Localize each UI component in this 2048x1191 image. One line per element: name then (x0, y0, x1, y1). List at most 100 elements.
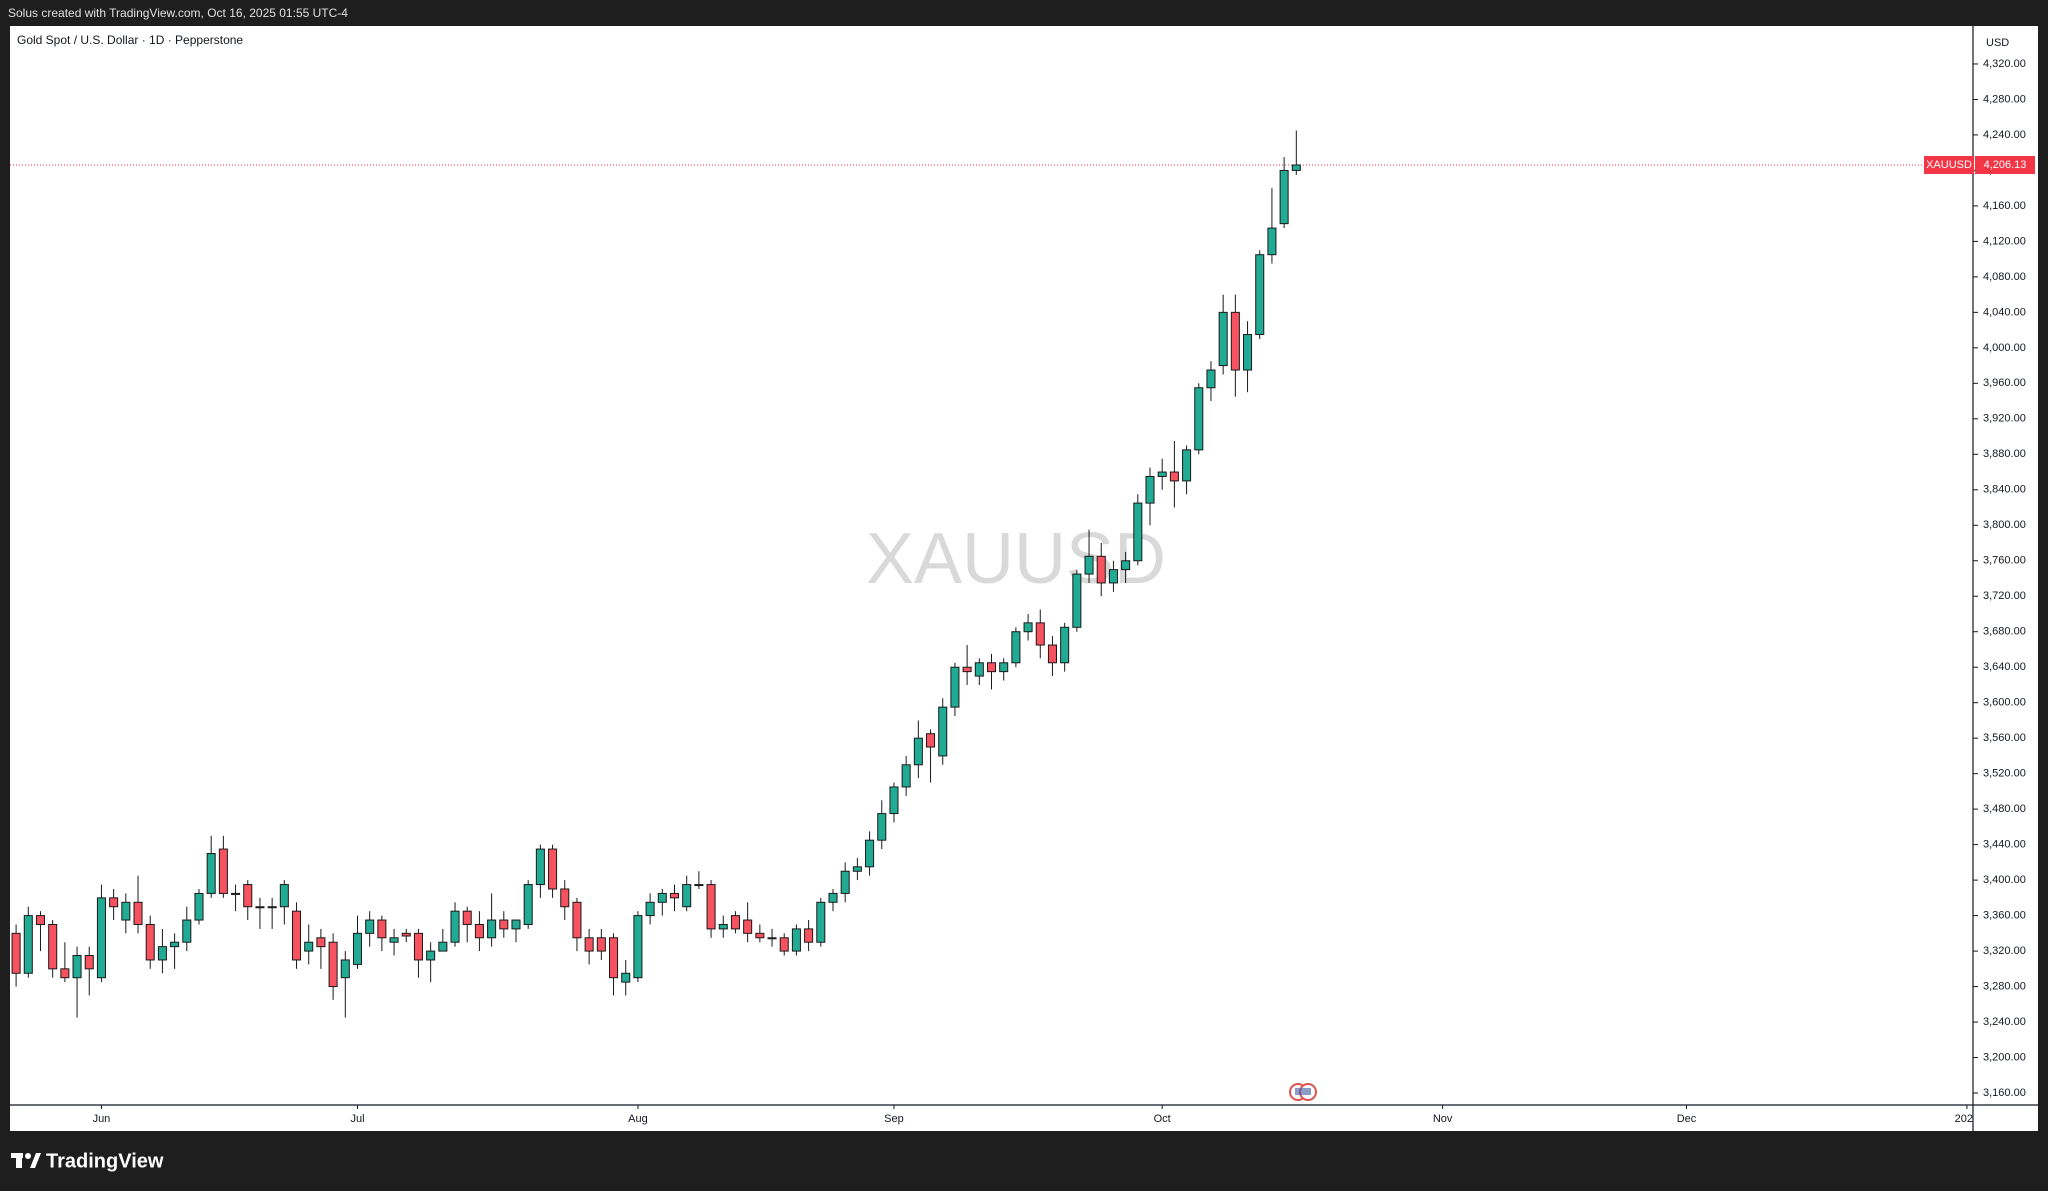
candle (584, 928, 594, 965)
candle-body (1206, 369, 1216, 389)
candle-body (450, 910, 460, 943)
candle-body (426, 950, 436, 961)
chart-panel (10, 26, 2038, 1131)
candle (840, 862, 850, 903)
candle (1133, 494, 1143, 566)
candle-body (145, 923, 155, 961)
x-tick-label: Sep (884, 1113, 904, 1125)
candle-body (986, 662, 997, 673)
candle (560, 880, 570, 921)
y-tick-label: 4,040.00 (1983, 306, 2026, 318)
y-tick-label: 3,400.00 (1983, 874, 2026, 886)
candle (377, 915, 387, 952)
last-price-value-box (1975, 155, 2035, 174)
candle (11, 924, 21, 987)
candle (145, 915, 155, 969)
candle-body (377, 919, 387, 939)
last-price-name-box (1924, 155, 1974, 174)
candle (1206, 361, 1216, 402)
candle-body (621, 972, 631, 983)
footer-bar (0, 1131, 2048, 1191)
candle-body (133, 901, 143, 925)
candle-body (1255, 254, 1265, 336)
candle-body (182, 919, 192, 943)
candle (413, 928, 423, 978)
price-axis: 3,160.00 3,200.00 3,240.00 3,280.00 3,320.00… (1973, 58, 2026, 1099)
candle (60, 942, 70, 983)
candle-body (535, 848, 545, 886)
candle (487, 893, 497, 947)
candle (548, 844, 558, 898)
candle (157, 928, 167, 974)
candle-body (328, 941, 338, 988)
candle (730, 911, 740, 934)
candle-body (840, 870, 850, 894)
candle (767, 928, 777, 947)
candle (877, 800, 887, 850)
y-tick-label: 3,720.00 (1983, 590, 2026, 602)
y-tick-label: 4,000.00 (1983, 342, 2026, 354)
candle-body (999, 662, 1009, 673)
candle (292, 902, 302, 969)
candle-body (487, 919, 497, 939)
candle-body (1279, 169, 1289, 225)
y-tick-label: 3,600.00 (1983, 697, 2026, 709)
candle (596, 928, 606, 960)
candle-body (316, 937, 326, 948)
candle-body (292, 910, 302, 961)
candle (572, 897, 582, 952)
candle (645, 893, 655, 925)
candle (621, 959, 631, 996)
candle-body (157, 946, 167, 961)
candle-body (877, 813, 887, 841)
candle-body (279, 884, 289, 908)
candle (999, 658, 1009, 681)
candle-body (304, 941, 314, 952)
y-tick-label: 3,200.00 (1983, 1051, 2026, 1063)
candle-body (1072, 573, 1082, 628)
candle-body (109, 897, 119, 908)
candle (328, 933, 338, 1000)
candle-body (560, 888, 570, 908)
candle (194, 888, 204, 925)
candle-body (121, 901, 131, 921)
header-text: Solus created with TradingView.com, Oct … (8, 6, 348, 20)
candle (633, 911, 643, 983)
candle-body (548, 848, 558, 890)
candle-body (1157, 471, 1167, 477)
y-tick-label: 3,480.00 (1983, 803, 2026, 815)
candle-body (523, 884, 533, 925)
candle-body (352, 932, 363, 965)
candle-body (657, 892, 667, 903)
candle (35, 911, 46, 952)
last-price: XAUUSD 4,206.13 (10, 155, 2035, 174)
candle-body (743, 919, 753, 934)
candle-body (682, 884, 692, 908)
candle (340, 951, 350, 1018)
candle-body (462, 910, 472, 925)
candle (426, 942, 436, 983)
candle-body (1035, 622, 1045, 646)
y-tick-label: 3,840.00 (1983, 484, 2026, 496)
y-tick-label: 3,560.00 (1983, 732, 2026, 744)
candle-body (84, 955, 94, 970)
candle-body (365, 919, 375, 934)
candle-body (499, 919, 509, 930)
candle-body (255, 906, 265, 909)
candle (133, 875, 143, 934)
candle (1011, 627, 1021, 668)
candle-body (1169, 471, 1179, 482)
candle (1060, 622, 1070, 672)
candle (462, 906, 472, 943)
candle (389, 928, 399, 956)
x-tick-label: Dec (1677, 1113, 1697, 1125)
candle (669, 884, 680, 912)
candle-body (901, 764, 911, 788)
candle-body (852, 866, 862, 872)
candle-body (1182, 449, 1192, 482)
currency-label: USD (1986, 37, 2009, 49)
candle-body (23, 915, 33, 974)
candle-body (913, 737, 923, 766)
candle-body (1291, 164, 1301, 171)
